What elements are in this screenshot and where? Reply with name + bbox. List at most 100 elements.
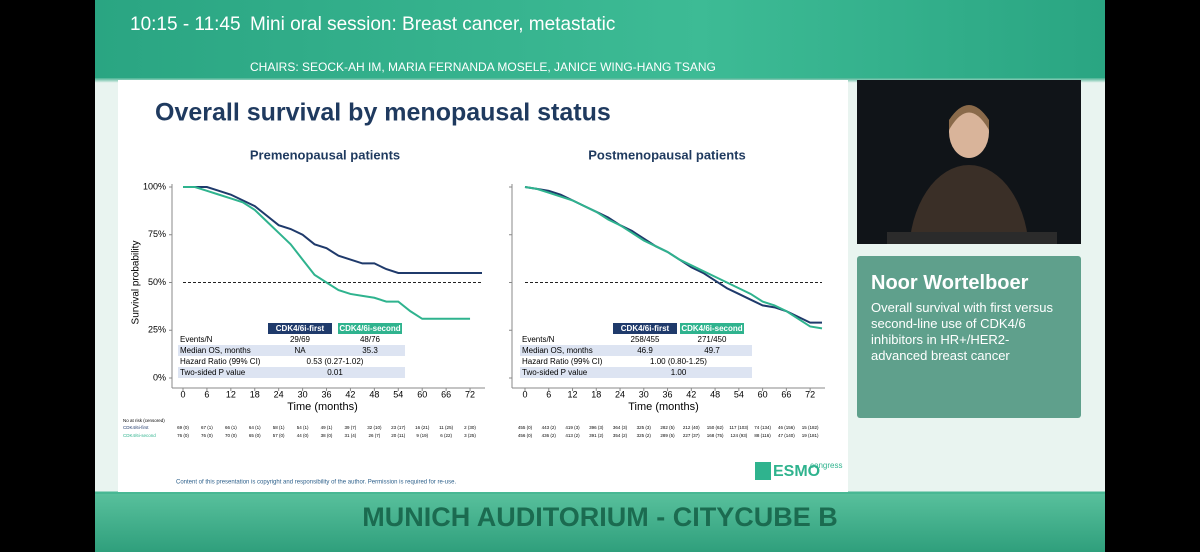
- x-tick-label: 6: [204, 389, 209, 399]
- x-axis-label: Time (months): [287, 401, 358, 413]
- x-tick-label: 42: [345, 389, 355, 399]
- survival-curve: [183, 186, 482, 274]
- at-risk-count: 456 (0): [518, 433, 533, 438]
- speaker-name: Noor Wortelboer: [871, 272, 1029, 294]
- at-risk-count: 57 (0): [273, 433, 285, 438]
- table-cell: 271/450: [698, 335, 727, 344]
- table-cell: Events/N: [522, 335, 555, 344]
- survival-curve: [183, 186, 471, 320]
- at-risk-count: 23 (17): [391, 425, 406, 430]
- talk-title: Overall survival with first versus secon…: [871, 300, 1054, 363]
- logo-mark: [755, 462, 771, 480]
- at-risk-count: 325 (2): [637, 433, 652, 438]
- x-tick-label: 42: [686, 389, 696, 399]
- at-risk-count: 227 (37): [683, 433, 700, 438]
- at-risk-count: 391 (2): [589, 433, 604, 438]
- table-cell: 258/455: [631, 335, 660, 344]
- at-risk-count: 212 (40): [683, 425, 700, 430]
- session-time: 10:15 - 11:45: [130, 14, 241, 35]
- at-risk-count: 38 (0): [321, 433, 333, 438]
- at-risk-count: 11 (25): [439, 425, 453, 430]
- at-risk-count: 74 (134): [754, 425, 771, 430]
- at-risk-count: 16 (21): [415, 425, 430, 430]
- speaker-body: [909, 165, 1029, 244]
- session-chairs: CHAIRS: SEOCK-AH IM, MARIA FERNANDA MOSE…: [250, 60, 716, 74]
- speaker-video: [857, 80, 1081, 244]
- table-cell: NA: [294, 346, 306, 355]
- y-tick-label: 50%: [148, 277, 166, 287]
- x-tick-label: 72: [805, 389, 815, 399]
- at-risk-count: 6 (22): [440, 433, 452, 438]
- slide-title: Overall survival by menopausal status: [155, 99, 611, 127]
- table-row-bg: [178, 345, 405, 356]
- speaker-hair: [949, 105, 989, 130]
- at-risk-count: 20 (11): [391, 433, 405, 438]
- x-tick-label: 66: [441, 389, 451, 399]
- x-tick-label: 0: [522, 389, 527, 399]
- x-tick-label: 24: [274, 389, 284, 399]
- table-cell: Two-sided P value: [180, 368, 246, 377]
- session-title: Mini oral session: Breast cancer, metast…: [250, 14, 616, 35]
- at-risk-count: 46 (156): [778, 425, 795, 430]
- table-cell: Two-sided P value: [522, 368, 588, 377]
- at-risk-count: 31 (4): [345, 433, 357, 438]
- at-risk-count: 76 (0): [177, 433, 189, 438]
- table-cell: 1.00 (0.80-1.25): [650, 357, 707, 366]
- y-axis-label: Survival probability: [131, 241, 142, 325]
- y-tick-label: 100%: [143, 181, 166, 191]
- at-risk-count: 26 (7): [368, 433, 380, 438]
- table-row-bg: [178, 367, 405, 378]
- at-risk-count: 2 (30): [464, 425, 476, 430]
- table-cell: 1.00: [671, 368, 687, 377]
- at-risk-count: 49 (1): [321, 425, 333, 430]
- at-risk-count: 65 (0): [249, 433, 261, 438]
- at-risk-count: 354 (2): [613, 433, 628, 438]
- table-row-bg: [520, 367, 752, 378]
- at-risk-count: 44 (0): [297, 433, 309, 438]
- x-tick-label: 0: [180, 389, 185, 399]
- at-risk-count: 69 (0): [177, 425, 189, 430]
- at-risk-count: 66 (1): [225, 425, 237, 430]
- at-risk-count: 58 (1): [273, 425, 285, 430]
- table-header: CDK4/6i-first: [276, 324, 325, 333]
- x-tick-label: 48: [710, 389, 720, 399]
- at-risk-count: 117 (103): [729, 425, 748, 430]
- x-tick-label: 60: [417, 389, 427, 399]
- at-risk-count: 325 (3): [637, 425, 652, 430]
- at-risk-count: 19 (181): [802, 433, 819, 438]
- table-cell: 46.9: [637, 346, 653, 355]
- speaker-panel: Noor Wortelboer Overall survival with fi…: [857, 256, 1081, 418]
- at-risk-count: 64 (1): [249, 425, 261, 430]
- at-risk-count: 364 (3): [613, 425, 628, 430]
- at-risk-count: 54 (1): [297, 425, 309, 430]
- y-tick-label: 0%: [153, 372, 166, 382]
- x-tick-label: 12: [226, 389, 236, 399]
- at-risk-count: 168 (75): [707, 433, 724, 438]
- y-tick-label: 25%: [148, 325, 166, 335]
- table-header-second: [338, 323, 402, 334]
- x-tick-label: 18: [250, 389, 260, 399]
- at-risk-label: No at risk (censored): [123, 418, 165, 423]
- table-header-second: [680, 323, 744, 334]
- at-risk-count: 413 (2): [565, 433, 580, 438]
- x-tick-label: 12: [568, 389, 578, 399]
- at-risk-count: 39 (7): [345, 425, 357, 430]
- survival-curve: [524, 186, 823, 330]
- at-risk-count: 396 (3): [589, 425, 604, 430]
- speaker-head: [949, 106, 989, 158]
- x-tick-label: 30: [298, 389, 308, 399]
- x-tick-label: 24: [615, 389, 625, 399]
- slide: [118, 80, 848, 492]
- x-tick-label: 30: [639, 389, 649, 399]
- at-risk-count: 455 (0): [518, 425, 533, 430]
- lectern: [887, 232, 1057, 244]
- at-risk-count: 3 (25): [464, 433, 476, 438]
- x-tick-label: 18: [591, 389, 601, 399]
- x-tick-label: 48: [369, 389, 379, 399]
- chart-title: Postmenopausal patients: [588, 147, 745, 162]
- table-header: CDK4/6i-first: [621, 324, 670, 333]
- at-risk-count: 47 (140): [778, 433, 795, 438]
- x-tick-label: 72: [465, 389, 475, 399]
